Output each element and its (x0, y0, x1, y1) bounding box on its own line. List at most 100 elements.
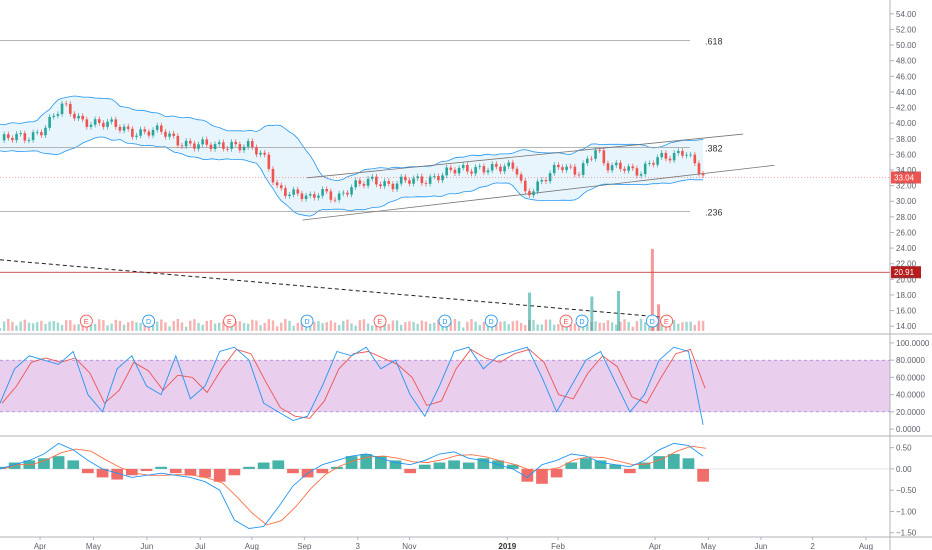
time-tick-label: Sep (297, 542, 312, 550)
time-tick-label: Apr (34, 542, 47, 550)
candle-body (118, 126, 122, 131)
volume-bar (110, 323, 113, 331)
volume-bar (15, 325, 18, 331)
price-tick-label: 40.00 (896, 119, 917, 128)
candle-body (234, 141, 238, 145)
volume-bar (685, 321, 688, 331)
volume-bar (213, 323, 217, 331)
volume-bar (89, 324, 93, 331)
candle-body (519, 174, 523, 181)
price-tick-label: 36.00 (896, 150, 917, 159)
candle-body (693, 154, 697, 164)
candle-body (441, 175, 444, 181)
candle-body (602, 150, 606, 164)
candle-body (515, 168, 519, 175)
volume-bar (280, 322, 283, 331)
volume-bar (457, 321, 461, 331)
volume-bar (544, 319, 548, 331)
volume-bar (325, 322, 328, 331)
candle-body (569, 166, 573, 168)
volume-bar (56, 322, 60, 331)
candle-body (399, 176, 403, 184)
candle-body (432, 176, 436, 177)
volume-bar (536, 324, 539, 331)
candle-body (313, 194, 316, 198)
macd-histogram-bar (389, 460, 402, 469)
candle-body (213, 144, 217, 150)
candle-body (408, 180, 411, 184)
price-tick-label: 18.00 (896, 291, 917, 300)
volume-bar (0, 327, 2, 331)
candle-body (648, 163, 651, 164)
volume-bar (693, 324, 697, 331)
candle-body (428, 176, 432, 184)
candle-body (35, 132, 39, 134)
event-marker-circle (484, 314, 498, 328)
candle-body (217, 142, 221, 145)
time-tick-label: Feb (551, 542, 565, 550)
candle-body (552, 164, 556, 174)
volume-bar (573, 323, 577, 331)
macd-histogram-bar (287, 468, 299, 474)
price-tick-label: 14.00 (896, 322, 917, 331)
volume-bar (433, 322, 436, 331)
candle-body (333, 199, 337, 201)
candle-body (528, 191, 531, 196)
volume-bar (395, 320, 399, 331)
macd-histogram-bar (418, 464, 431, 469)
volume-bar (176, 318, 180, 331)
volume-bar (205, 320, 208, 331)
time-tick-label: Jul (195, 542, 205, 550)
candle-body (375, 176, 378, 185)
volume-bar (428, 323, 432, 331)
candle-body (300, 193, 304, 200)
candle-body (420, 176, 424, 184)
macd-histogram-bar (448, 460, 460, 469)
candle-body (610, 165, 614, 171)
macd-histogram-bar (609, 464, 622, 469)
macd-panel[interactable] (0, 442, 890, 529)
macd-histogram-bar (38, 458, 50, 469)
candle-body (64, 103, 68, 105)
candle-body (358, 180, 362, 184)
time-tick-label: Jun (754, 542, 767, 550)
stochastic-panel[interactable] (0, 346, 890, 425)
volume-bar (404, 322, 407, 331)
candle-body (126, 126, 130, 129)
dashed-trendline (0, 259, 668, 319)
macd-signal-line (2, 445, 707, 526)
macd-histogram-bar (653, 456, 666, 469)
volume-bar (259, 325, 262, 331)
candle-body (486, 170, 490, 173)
volume-bar (44, 323, 47, 331)
price-tick-label: 54.00 (896, 10, 917, 19)
volume-bar (474, 321, 477, 331)
stochastic-tick-label: 60.0000 (896, 373, 925, 382)
horizontal-level-badge (891, 266, 921, 279)
last-price-label: 33.04 (894, 173, 915, 182)
price-tick-label: 44.00 (896, 88, 917, 97)
candle-body (561, 167, 564, 171)
candle-body (284, 188, 287, 196)
macd-histogram-bar (140, 468, 153, 472)
candle-body (337, 193, 341, 200)
volume-spike-bar (590, 296, 594, 331)
volume-bar (118, 320, 122, 331)
candle-body (379, 184, 382, 187)
price-tick-label: 48.00 (896, 57, 917, 66)
bollinger-band-fill (0, 96, 704, 217)
volume-bar (40, 320, 43, 331)
volume-bar (271, 320, 275, 331)
volume-bar (677, 323, 680, 331)
candle-body (19, 133, 22, 134)
candle-body (44, 127, 47, 136)
price-tick-label: 16.00 (896, 307, 917, 316)
candle-body (205, 139, 209, 145)
price-panel[interactable]: .618 .382 .236 20.91 33.04 E D E D E D D E D D E (0, 36, 921, 331)
volume-bar (503, 321, 506, 331)
price-tick-label: 34.00 (896, 166, 917, 175)
volume-bar (218, 322, 221, 331)
macd-tick-label: 0.50 (896, 444, 912, 453)
candle-body (139, 129, 142, 136)
